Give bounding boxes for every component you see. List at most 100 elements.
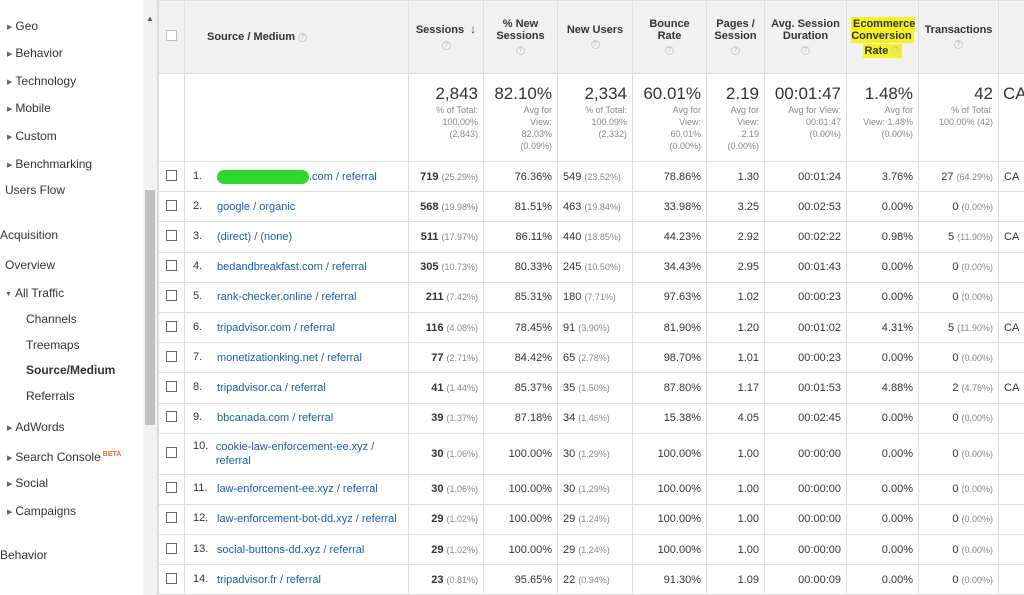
nav-mobile[interactable]: ▶ Mobile — [7, 101, 51, 115]
table-row[interactable]: 14. tripadvisor.fr / referral 23 (0.81%) 95.… — [158, 564, 1024, 595]
row-select-cell[interactable] — [158, 251, 185, 283]
nav-adwords[interactable]: ▶ AdWords — [7, 420, 65, 434]
source-medium-link[interactable]: bedandbreakfast.com / referral — [217, 261, 367, 274]
col-sessions[interactable]: Sessions ↓ ? — [408, 0, 484, 74]
row-checkbox[interactable] — [166, 199, 177, 211]
col-pct-new-sessions[interactable]: % New Sessions ? — [483, 0, 558, 74]
row-select-cell[interactable] — [158, 221, 185, 253]
help-icon[interactable]: ? — [891, 46, 901, 56]
nav-channels[interactable]: Channels — [26, 312, 77, 326]
row-checkbox[interactable] — [166, 411, 177, 423]
row-select-cell[interactable] — [158, 342, 185, 374]
sort-desc-icon[interactable]: ↓ — [470, 22, 477, 36]
help-icon[interactable]: ? — [298, 32, 308, 42]
source-medium-link[interactable]: google / organic — [217, 200, 296, 213]
table-row[interactable]: 8. tripadvisor.ca / referral 41 (1.44%) 85.3… — [158, 372, 1024, 404]
source-medium-link[interactable]: tripadvisor.com / referral — [217, 321, 335, 334]
nav-acquisition[interactable]: Acquisition — [0, 228, 59, 242]
row-select-cell[interactable] — [158, 473, 185, 505]
row-checkbox[interactable] — [166, 260, 177, 272]
source-medium-link[interactable]: cookie-law-enforcement-ee.xyz / referral — [215, 440, 375, 467]
row-select-cell[interactable] — [158, 402, 185, 434]
table-row[interactable]: 2. google / organic 568 (19.98%) 81.51% 463 (1… — [158, 191, 1024, 223]
row-select-cell[interactable] — [158, 191, 185, 223]
table-row[interactable]: 1. .com / referral 719 (25.29%) 76.36% 549 (23… — [158, 160, 1024, 193]
nav-behavior[interactable]: Behavior — [0, 548, 48, 562]
row-select-cell[interactable] — [158, 372, 185, 404]
help-icon[interactable]: ? — [731, 46, 740, 56]
table-row[interactable]: 10. cookie-law-enforcement-ee.xyz / refer… — [158, 432, 1024, 475]
table-row[interactable]: 13. social-buttons-dd.xyz / referral 29 (1.… — [158, 534, 1024, 566]
table-row[interactable]: 7. monetizationking.net / referral 77 (2.71… — [158, 342, 1024, 374]
row-select-cell[interactable] — [158, 534, 185, 566]
col-avg-session-duration[interactable]: Avg. Session Duration ? — [764, 0, 847, 74]
row-checkbox[interactable] — [166, 482, 177, 494]
row-checkbox[interactable] — [166, 512, 177, 524]
nav-behavior-sub[interactable]: ▶ Behavior — [7, 46, 63, 60]
row-checkbox[interactable] — [166, 320, 177, 332]
sidebar-scrollbar[interactable]: ▲ — [143, 0, 157, 595]
row-checkbox[interactable] — [166, 169, 177, 181]
help-icon[interactable]: ? — [590, 40, 600, 50]
source-medium-link[interactable]: rank-checker.online / referral — [217, 291, 357, 304]
nav-social[interactable]: ▶ Social — [7, 476, 49, 490]
row-checkbox[interactable] — [166, 542, 177, 554]
row-checkbox[interactable] — [166, 290, 177, 302]
source-medium-link[interactable]: .com / referral — [217, 169, 377, 184]
source-medium-link[interactable]: bbcanada.com / referral — [217, 412, 334, 425]
help-icon[interactable]: ? — [801, 46, 810, 56]
source-medium-link[interactable]: law-enforcement-bot-dd.xyz / referral — [217, 513, 397, 526]
help-icon[interactable]: ? — [441, 40, 451, 50]
col-source-medium[interactable]: Source / Medium ? — [184, 0, 409, 74]
nav-custom[interactable]: ▶ Custom — [7, 129, 57, 143]
row-select-cell[interactable] — [158, 503, 185, 536]
col-bounce-rate[interactable]: Bounce Rate ? — [632, 0, 707, 74]
nav-all-traffic[interactable]: ▼ All Traffic — [5, 286, 65, 300]
nav-search-console[interactable]: ▶ Search Console BETA — [7, 450, 122, 464]
col-transactions[interactable]: Transactions ? — [918, 0, 999, 74]
help-icon[interactable]: ? — [516, 46, 525, 56]
table-row[interactable]: 5. rank-checker.online / referral 211 (7.42… — [158, 281, 1024, 313]
col-new-users[interactable]: New Users ? — [557, 0, 633, 74]
row-checkbox[interactable] — [166, 572, 177, 584]
revenue-partial-cell — [998, 281, 1024, 313]
source-medium-link[interactable]: monetizationking.net / referral — [217, 351, 362, 364]
select-all-header[interactable] — [158, 0, 185, 74]
table-row[interactable]: 11. law-enforcement-ee.xyz / referral 30 (1… — [158, 473, 1024, 505]
col-ecommerce-conversion-rate[interactable]: Ecommerce Conversion Rate ? — [846, 0, 919, 74]
row-select-cell[interactable] — [158, 564, 185, 595]
col-pages-session[interactable]: Pages / Session ? — [706, 0, 765, 74]
nav-treemaps[interactable]: Treemaps — [26, 338, 80, 352]
row-select-cell[interactable] — [158, 432, 185, 475]
source-medium-link[interactable]: tripadvisor.ca / referral — [217, 381, 326, 394]
table-row[interactable]: 6. tripadvisor.com / referral 116 (4.08%) 78… — [158, 311, 1024, 344]
nav-benchmarking[interactable]: ▶ Benchmarking — [7, 157, 93, 171]
select-all-checkbox[interactable] — [166, 30, 177, 41]
scrollbar-thumb[interactable] — [145, 190, 155, 425]
table-row[interactable]: 9. bbcanada.com / referral 39 (1.37%) 87.18%… — [158, 402, 1024, 434]
table-row[interactable]: 12. law-enforcement-bot-dd.xyz / referral… — [158, 503, 1024, 536]
row-checkbox[interactable] — [166, 380, 177, 392]
table-row[interactable]: 4. bedandbreakfast.com / referral 305 (10.7… — [158, 251, 1024, 283]
nav-geo[interactable]: ▶ Geo — [7, 19, 39, 33]
row-checkbox[interactable] — [166, 229, 177, 241]
help-icon[interactable]: ? — [954, 40, 963, 50]
nav-technology[interactable]: ▶ Technology — [7, 74, 77, 88]
row-select-cell[interactable] — [158, 160, 185, 193]
nav-users-flow[interactable]: Users Flow — [5, 183, 66, 197]
nav-source-medium[interactable]: Source/Medium — [26, 363, 116, 377]
row-checkbox[interactable] — [166, 446, 177, 458]
row-select-cell[interactable] — [158, 311, 185, 344]
table-row[interactable]: 3. (direct) / (none) 511 (17.97%) 86.11% 440(… — [158, 221, 1024, 253]
help-icon[interactable]: ? — [665, 46, 674, 56]
source-medium-link[interactable]: law-enforcement-ee.xyz / referral — [217, 483, 378, 496]
row-select-cell[interactable] — [158, 281, 185, 313]
scroll-up-icon[interactable]: ▲ — [146, 14, 154, 23]
source-medium-link[interactable]: (direct) / (none) — [217, 230, 293, 243]
nav-referrals[interactable]: Referrals — [26, 389, 75, 403]
source-medium-link[interactable]: tripadvisor.fr / referral — [217, 573, 321, 586]
nav-overview[interactable]: Overview — [5, 258, 56, 272]
nav-campaigns[interactable]: ▶ Campaigns — [7, 504, 77, 518]
source-medium-link[interactable]: social-buttons-dd.xyz / referral — [217, 543, 365, 556]
row-checkbox[interactable] — [166, 350, 177, 362]
